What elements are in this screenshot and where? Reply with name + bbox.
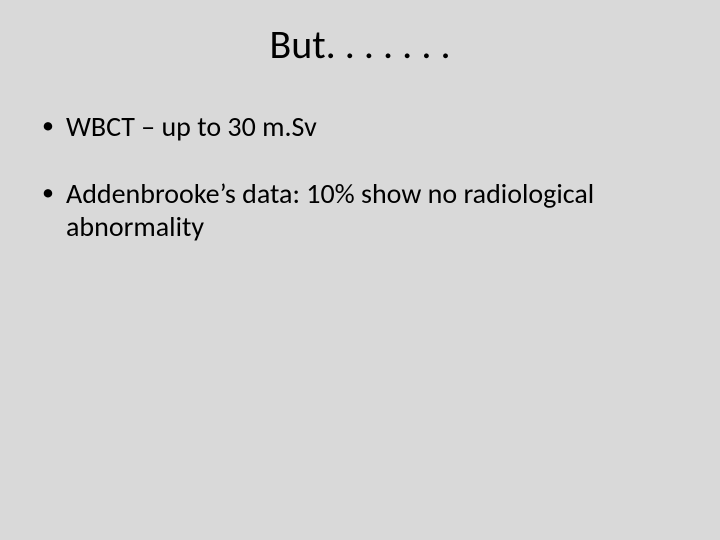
list-item: Addenbrooke’s data: 10% show no radiolog… bbox=[38, 177, 680, 243]
slide-title: But. . . . . . . bbox=[0, 20, 720, 69]
bullet-text: Addenbrooke’s data: 10% show no radiolog… bbox=[66, 176, 594, 244]
bullet-text: WBCT – up to 30 m.Sv bbox=[66, 109, 317, 144]
slide-body: WBCT – up to 30 m.Sv Addenbrooke’s data:… bbox=[38, 110, 680, 277]
bullet-list: WBCT – up to 30 m.Sv Addenbrooke’s data:… bbox=[38, 110, 680, 243]
slide: But. . . . . . . WBCT – up to 30 m.Sv Ad… bbox=[0, 0, 720, 540]
list-item: WBCT – up to 30 m.Sv bbox=[38, 110, 680, 143]
